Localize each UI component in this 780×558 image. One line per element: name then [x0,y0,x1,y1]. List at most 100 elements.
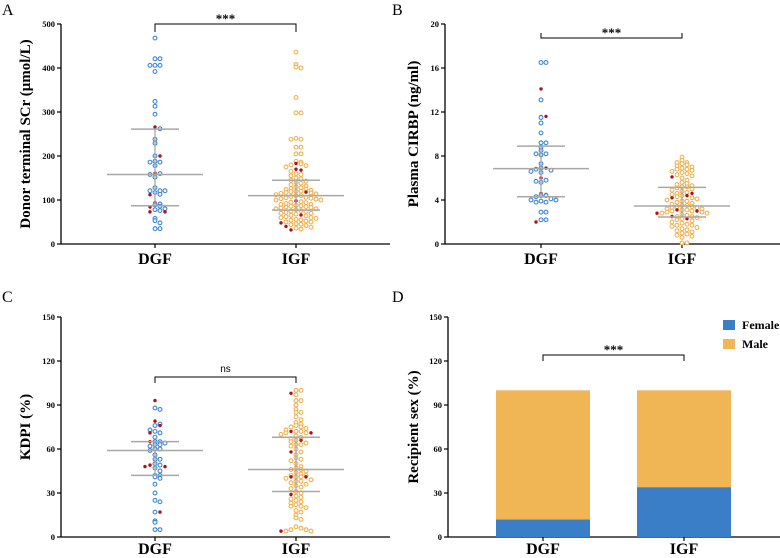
data-point [548,196,554,202]
data-point [313,216,319,221]
x-tick-label: DGF [138,541,172,558]
data-point [533,178,539,184]
data-point [157,499,163,505]
data-point [152,405,158,411]
data-point [293,135,299,141]
data-point [293,402,299,408]
data-point [162,188,168,194]
data-point [538,198,544,204]
data-point [147,188,153,194]
highlighted-data-point [294,161,298,166]
data-point [298,474,304,480]
data-point [293,515,299,521]
y-axis-title: Donor terminal SCr (μmol/L) [18,39,34,228]
data-point [533,199,539,205]
y-tick-label: 400 [42,63,55,73]
data-point [308,190,314,196]
data-point [689,218,695,224]
data-point [303,430,309,436]
bar-female-dgf [496,519,590,537]
data-point [293,423,299,428]
data-point [298,151,304,157]
data-point [288,527,294,533]
legend-swatch [723,339,735,349]
data-point [679,234,685,240]
highlighted-data-point [153,398,157,403]
highlighted-data-point [304,475,308,479]
data-point [313,196,319,202]
data-point [689,229,695,235]
y-tick-label: 150 [42,312,55,322]
highlighted-data-point [153,125,157,129]
data-point [157,475,163,481]
highlighted-data-point [289,492,293,497]
data-point [278,431,284,437]
data-point [147,159,153,165]
data-point [157,56,163,62]
data-point [298,478,304,484]
data-point [543,177,549,183]
data-point [288,162,294,168]
data-point [538,130,544,136]
data-point [689,208,695,214]
data-point [308,528,314,534]
group-IGF [248,49,344,232]
data-point [669,219,675,225]
legend-swatch [723,320,735,330]
data-point [298,180,304,186]
bar-female-igf [637,487,731,537]
significance-label: *** [602,25,622,40]
data-point [543,217,549,223]
data-point [308,224,314,230]
data-point [298,525,304,531]
data-point [298,484,304,490]
panel-letter: A [2,2,14,19]
data-point [298,217,304,223]
data-point [298,110,304,116]
data-point [538,209,544,215]
data-point [298,456,304,462]
y-tick-label: 500 [42,19,55,29]
data-point [283,214,289,220]
data-point [157,220,163,226]
data-point [157,406,163,412]
data-point [669,187,675,193]
x-tick-label: IGF [282,541,311,558]
data-point [684,207,690,213]
data-point [303,440,309,446]
data-point [298,221,304,227]
data-point [684,240,690,246]
data-point [543,199,549,205]
data-point [308,215,314,221]
data-point [298,136,304,142]
y-tick-label: 90 [434,400,443,410]
data-point [278,215,284,221]
data-point [664,197,670,203]
highlighted-data-point [163,464,167,469]
data-point [157,226,163,232]
data-point [298,161,304,167]
data-point [684,221,690,227]
data-point [293,497,299,503]
highlighted-data-point [294,167,298,171]
data-point [543,151,549,157]
data-point [298,409,304,415]
data-point [283,430,289,436]
data-point [152,103,158,109]
data-point [283,209,289,215]
y-tick-label: 20 [431,19,440,29]
data-point [669,168,675,174]
data-point [298,398,304,404]
panel-C: C 0 30 60 90 120 150 DGF IGF KDPI (%) ns [2,289,390,558]
data-point [298,494,304,500]
data-point [308,195,314,201]
y-tick-label: 120 [42,356,55,366]
x-tick-label: DGF [138,251,172,268]
data-point [538,140,544,146]
data-point [303,505,309,511]
data-point [528,168,534,174]
data-point [278,190,284,196]
y-axis-title: KDPI (%) [18,394,34,460]
significance-label: ns [220,364,231,375]
legend-label: Female [742,318,780,332]
